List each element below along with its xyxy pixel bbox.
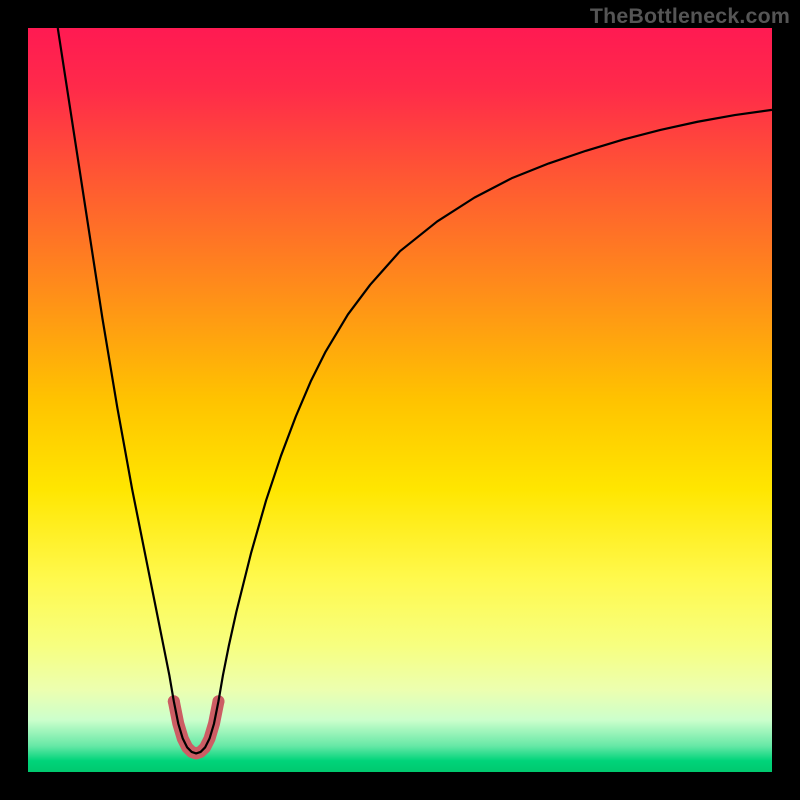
plot-area (28, 28, 772, 772)
plot-background (28, 28, 772, 772)
watermark-text: TheBottleneck.com (590, 4, 790, 29)
plot-svg (28, 28, 772, 772)
chart-frame: TheBottleneck.com (0, 0, 800, 800)
